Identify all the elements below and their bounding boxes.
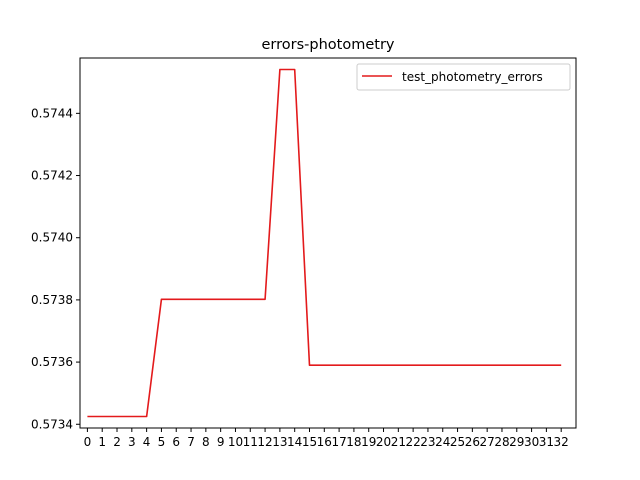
legend-box — [356, 63, 571, 91]
series-layer — [87, 68, 562, 418]
x-tick-label: 17 — [331, 435, 346, 449]
legend: test_photometry_errors — [356, 63, 571, 91]
x-tick-label: 3 — [128, 435, 136, 449]
x-tick-label: 28 — [494, 435, 509, 449]
x-tick-label: 16 — [317, 435, 332, 449]
y-axis: 0.5734 0.5736 0.5738 0.5740 0.5742 0.5744 — [31, 106, 80, 431]
x-tick-label: 19 — [361, 435, 376, 449]
x-axis: 0 1 2 3 4 5 6 7 8 9 10 11 12 13 14 15 16 17 18 19 20 21 22 23 24… — [84, 428, 569, 449]
x-tick-label: 24 — [435, 435, 450, 449]
y-tick-label: 0.5740 — [31, 231, 73, 245]
x-tick-label: 1 — [98, 435, 106, 449]
x-tick-label: 10 — [228, 435, 243, 449]
y-tick-label: 0.5744 — [31, 106, 73, 120]
x-tick-label: 26 — [465, 435, 480, 449]
x-tick-label: 14 — [287, 435, 302, 449]
x-tick-label: 22 — [405, 435, 420, 449]
y-tick-label: 0.5736 — [31, 355, 73, 369]
x-tick-label: 15 — [302, 435, 317, 449]
x-tick-label: 13 — [272, 435, 287, 449]
x-tick-label: 11 — [243, 435, 258, 449]
x-tick-label: 32 — [554, 435, 569, 449]
x-tick-label: 29 — [509, 435, 524, 449]
chart-title: errors-photometry — [262, 37, 395, 53]
y-tick-label: 0.5742 — [31, 169, 73, 183]
x-tick-label: 5 — [158, 435, 166, 449]
x-tick-label: 27 — [480, 435, 495, 449]
x-tick-label: 0 — [84, 435, 92, 449]
x-tick-label: 20 — [376, 435, 391, 449]
x-tick-label: 6 — [172, 435, 180, 449]
x-tick-label: 12 — [257, 435, 272, 449]
plot-frame — [79, 57, 577, 429]
x-tick-label: 30 — [524, 435, 539, 449]
series-line — [87, 68, 562, 418]
x-tick-label: 8 — [202, 435, 210, 449]
x-tick-label: 4 — [143, 435, 151, 449]
x-tick-label: 2 — [113, 435, 121, 449]
y-tick-label: 0.5734 — [31, 417, 73, 431]
x-tick-label: 31 — [539, 435, 554, 449]
x-tick-label: 7 — [187, 435, 195, 449]
legend-series-label: test_photometry_errors — [402, 70, 543, 84]
x-tick-label: 18 — [346, 435, 361, 449]
x-tick-label: 21 — [391, 435, 406, 449]
x-tick-label: 9 — [217, 435, 225, 449]
x-tick-label: 23 — [420, 435, 435, 449]
x-tick-label: 25 — [450, 435, 465, 449]
y-tick-label: 0.5738 — [31, 293, 73, 307]
